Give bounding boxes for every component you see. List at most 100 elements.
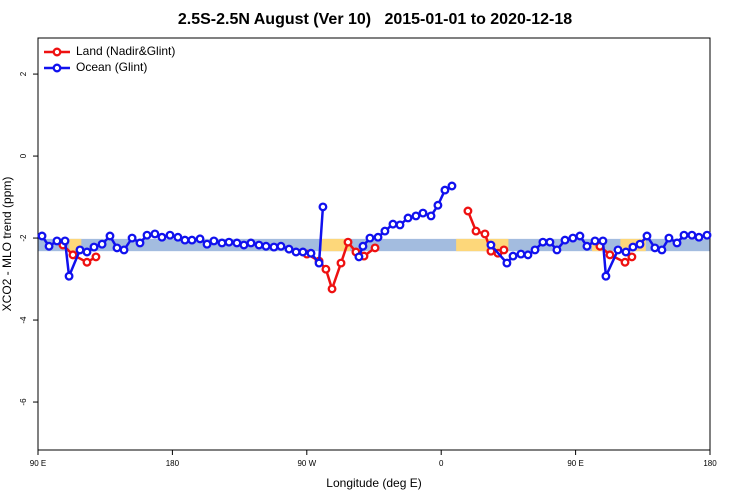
point xyxy=(180,235,190,245)
point xyxy=(358,241,368,251)
point xyxy=(365,233,375,243)
point xyxy=(463,206,473,216)
point xyxy=(552,245,562,255)
point xyxy=(119,245,129,255)
point xyxy=(516,249,526,259)
point xyxy=(314,258,324,268)
point xyxy=(173,232,183,242)
point xyxy=(395,220,405,230)
legend-marker xyxy=(52,63,62,73)
point xyxy=(127,233,137,243)
point xyxy=(560,235,570,245)
point xyxy=(291,247,301,257)
x-tick-label: 180 xyxy=(166,459,180,468)
point xyxy=(82,247,92,257)
point xyxy=(343,237,353,247)
point xyxy=(209,236,219,246)
point xyxy=(97,239,107,249)
point xyxy=(239,240,249,250)
point xyxy=(388,219,398,229)
point xyxy=(601,271,611,281)
point xyxy=(642,231,652,241)
point xyxy=(195,234,205,244)
point xyxy=(418,208,428,218)
point xyxy=(605,250,615,260)
point xyxy=(672,238,682,248)
point xyxy=(318,202,328,212)
point xyxy=(582,241,592,251)
point xyxy=(664,233,674,243)
point xyxy=(246,238,256,248)
point xyxy=(523,250,533,260)
point xyxy=(373,232,383,242)
point xyxy=(187,235,197,245)
point xyxy=(502,258,512,268)
point xyxy=(598,236,608,246)
point xyxy=(568,233,578,243)
point xyxy=(694,232,704,242)
point xyxy=(545,237,555,247)
legend-marker xyxy=(52,47,62,57)
y-tick-label: -6 xyxy=(19,398,28,406)
point xyxy=(447,181,457,191)
point xyxy=(112,243,122,253)
chart-title: 2.5S-2.5N August (Ver 10) 2015-01-01 to … xyxy=(178,11,572,28)
point xyxy=(298,247,308,257)
point xyxy=(679,230,689,240)
band xyxy=(456,238,509,252)
point xyxy=(440,185,450,195)
x-tick-label: 90 E xyxy=(30,459,46,468)
point xyxy=(37,231,47,241)
point xyxy=(269,242,279,252)
point xyxy=(530,245,540,255)
point xyxy=(82,257,92,267)
y-tick-label: -2 xyxy=(19,234,28,242)
point xyxy=(620,257,630,267)
point xyxy=(261,241,271,251)
point xyxy=(64,271,74,281)
point xyxy=(306,248,316,258)
point xyxy=(426,211,436,221)
x-tick-label: 180 xyxy=(703,459,717,468)
point xyxy=(60,236,70,246)
point xyxy=(590,236,600,246)
point xyxy=(276,241,286,251)
point xyxy=(480,229,490,239)
y-tick-label: -4 xyxy=(19,316,28,324)
point xyxy=(575,231,585,241)
point xyxy=(380,226,390,236)
band xyxy=(321,238,351,252)
point xyxy=(142,230,152,240)
y-tick-label: 2 xyxy=(19,71,28,76)
point xyxy=(327,284,337,294)
legend-label: Ocean (Glint) xyxy=(76,60,147,74)
x-axis-label: Longitude (deg E) xyxy=(326,476,421,490)
band xyxy=(69,238,82,252)
point xyxy=(499,245,509,255)
point xyxy=(44,241,54,251)
point xyxy=(68,250,78,260)
legend-label: Land (Nadir&Glint) xyxy=(76,44,175,58)
point xyxy=(613,245,623,255)
y-tick-label: 0 xyxy=(19,153,28,158)
series-line xyxy=(41,184,708,282)
point xyxy=(538,237,548,247)
point xyxy=(52,236,62,246)
point xyxy=(321,264,331,274)
point xyxy=(150,229,160,239)
point xyxy=(91,252,101,262)
point xyxy=(635,239,645,249)
point xyxy=(105,231,115,241)
point xyxy=(433,200,443,210)
point xyxy=(411,211,421,221)
point xyxy=(687,230,697,240)
point xyxy=(224,237,234,247)
point xyxy=(486,240,496,250)
point xyxy=(75,245,85,255)
point xyxy=(621,247,631,257)
plot-frame xyxy=(37,37,711,451)
y-axis-label: XCO2 - MLO trend (ppm) xyxy=(0,177,14,312)
point xyxy=(165,230,175,240)
x-tick-label: 90 W xyxy=(297,459,316,468)
